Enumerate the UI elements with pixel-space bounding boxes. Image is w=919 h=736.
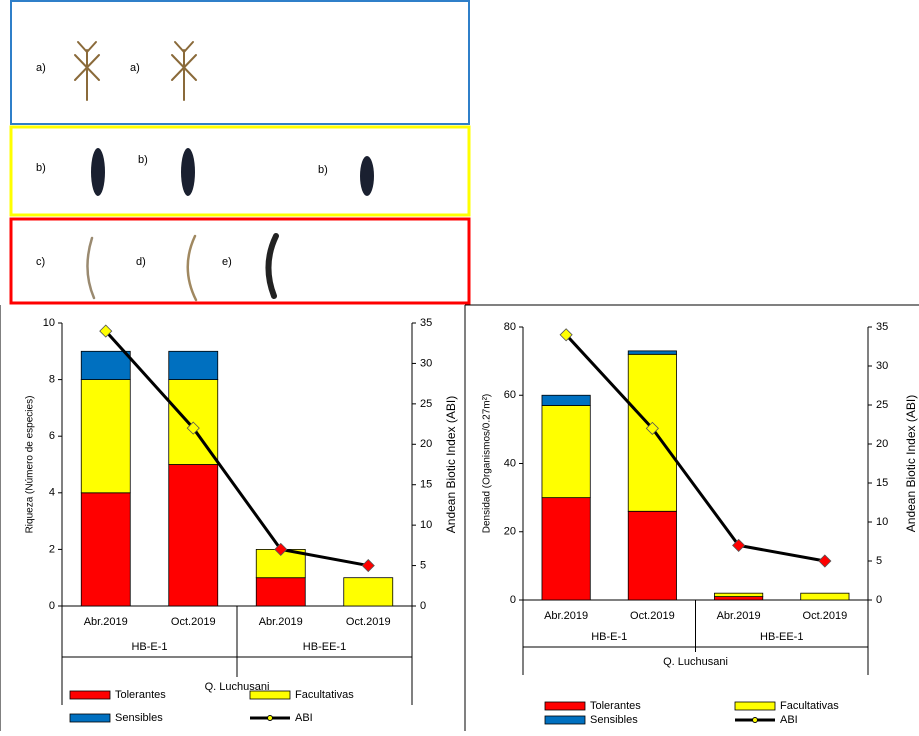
abi-marker	[361, 559, 375, 573]
y2-tick-label: 5	[420, 559, 426, 571]
abi-marker	[274, 542, 288, 556]
x-tick-label: Abr.2019	[84, 616, 128, 628]
y2-tick-label: 30	[420, 357, 432, 369]
abi-marker	[818, 554, 832, 568]
y-axis-title: Densidad (Organismos/0.27m²)	[482, 394, 493, 534]
panel-label: e)	[222, 256, 232, 268]
panel-frame	[9, 217, 471, 305]
panel-frame	[9, 125, 471, 217]
group-label: HB-EE-1	[760, 631, 803, 643]
y2-tick-label: 35	[876, 321, 888, 333]
bar	[800, 592, 850, 601]
abi-marker	[645, 421, 659, 435]
bar	[541, 497, 591, 601]
panel-label: b)	[318, 164, 328, 176]
bar	[168, 464, 219, 607]
x-tick-label: Oct.2019	[803, 610, 848, 622]
panel-frame	[10, 0, 470, 125]
bar	[714, 592, 764, 597]
y2-tick-label: 10	[420, 519, 432, 531]
specimen-images	[74, 41, 374, 302]
x-tick-label: Abr.2019	[259, 616, 303, 628]
legend-label: Sensibles	[590, 714, 638, 726]
bar	[541, 405, 591, 499]
legend-label: Facultativas	[295, 689, 354, 701]
site-label: Q. Luchusani	[663, 656, 728, 668]
x-tick-label: Oct.2019	[630, 610, 675, 622]
abi-marker	[99, 324, 113, 338]
y2-tick-label: 25	[876, 399, 888, 411]
y2-tick-label: 5	[876, 555, 882, 567]
legend-swatch	[734, 701, 776, 711]
bar	[80, 379, 131, 494]
y2-tick-label: 20	[420, 438, 432, 450]
y-tick-label: 60	[504, 389, 516, 401]
site-label: Q. Luchusani	[205, 681, 270, 693]
y-tick-label: 10	[43, 317, 55, 329]
bar	[168, 350, 219, 380]
bar	[627, 350, 677, 355]
x-tick-label: Abr.2019	[717, 610, 761, 622]
y2-tick-label: 0	[876, 594, 882, 606]
y2-axis-title: Andean Biotic Index (ABI)	[444, 396, 458, 533]
bar	[80, 492, 131, 607]
bar	[343, 577, 394, 607]
x-tick-label: Oct.2019	[171, 616, 216, 628]
y-tick-label: 40	[504, 457, 516, 469]
x-tick-label: Abr.2019	[544, 610, 588, 622]
y-tick-label: 2	[49, 543, 55, 555]
y-tick-label: 80	[504, 321, 516, 333]
panel-label: c)	[36, 256, 45, 268]
legend-label: ABI	[780, 714, 798, 726]
y2-tick-label: 35	[420, 317, 432, 329]
abi-line	[565, 333, 826, 563]
legend-swatch	[544, 715, 586, 725]
abi-marker	[559, 328, 573, 342]
legend-label: Tolerantes	[590, 700, 641, 712]
legend-swatch	[544, 701, 586, 711]
panel-label: b)	[138, 154, 148, 166]
bar	[627, 510, 677, 601]
y-tick-label: 0	[49, 600, 55, 612]
abi-marker	[186, 421, 200, 435]
y2-tick-label: 20	[876, 438, 888, 450]
x-tick-label: Oct.2019	[346, 616, 391, 628]
y2-tick-label: 25	[420, 398, 432, 410]
y-axis-title: Riqueza (Número de especies)	[25, 396, 36, 534]
abi-marker	[732, 538, 746, 552]
legend-label: Sensibles	[115, 712, 163, 724]
y2-tick-label: 15	[876, 477, 888, 489]
y-tick-label: 8	[49, 374, 55, 386]
y-tick-label: 0	[510, 594, 516, 606]
bar	[541, 394, 591, 406]
panel-label: a)	[36, 62, 46, 74]
y2-axis-title: Andean Biotic Index (ABI)	[904, 395, 918, 532]
legend-label: ABI	[295, 712, 313, 724]
group-label: HB-E-1	[131, 641, 167, 653]
y-tick-label: 4	[49, 487, 55, 499]
abi-line	[104, 330, 369, 568]
group-label: HB-E-1	[591, 631, 627, 643]
legend-label: Tolerantes	[115, 689, 166, 701]
y-tick-label: 20	[504, 526, 516, 538]
legend-swatch	[752, 717, 758, 723]
legend-label: Facultativas	[780, 700, 839, 712]
group-label: HB-EE-1	[303, 641, 346, 653]
legend-swatch	[267, 715, 273, 721]
y-tick-label: 6	[49, 430, 55, 442]
bar	[255, 577, 306, 607]
y2-tick-label: 15	[420, 479, 432, 491]
legend-swatch	[69, 690, 111, 700]
panel-label: a)	[130, 62, 140, 74]
panel-label: b)	[36, 162, 46, 174]
bar	[714, 596, 764, 601]
y2-tick-label: 30	[876, 360, 888, 372]
panel-label: d)	[136, 256, 146, 268]
y2-tick-label: 10	[876, 516, 888, 528]
legend-swatch	[69, 713, 111, 723]
y2-tick-label: 0	[420, 600, 426, 612]
legend-swatch	[249, 690, 291, 700]
bar	[80, 350, 131, 380]
